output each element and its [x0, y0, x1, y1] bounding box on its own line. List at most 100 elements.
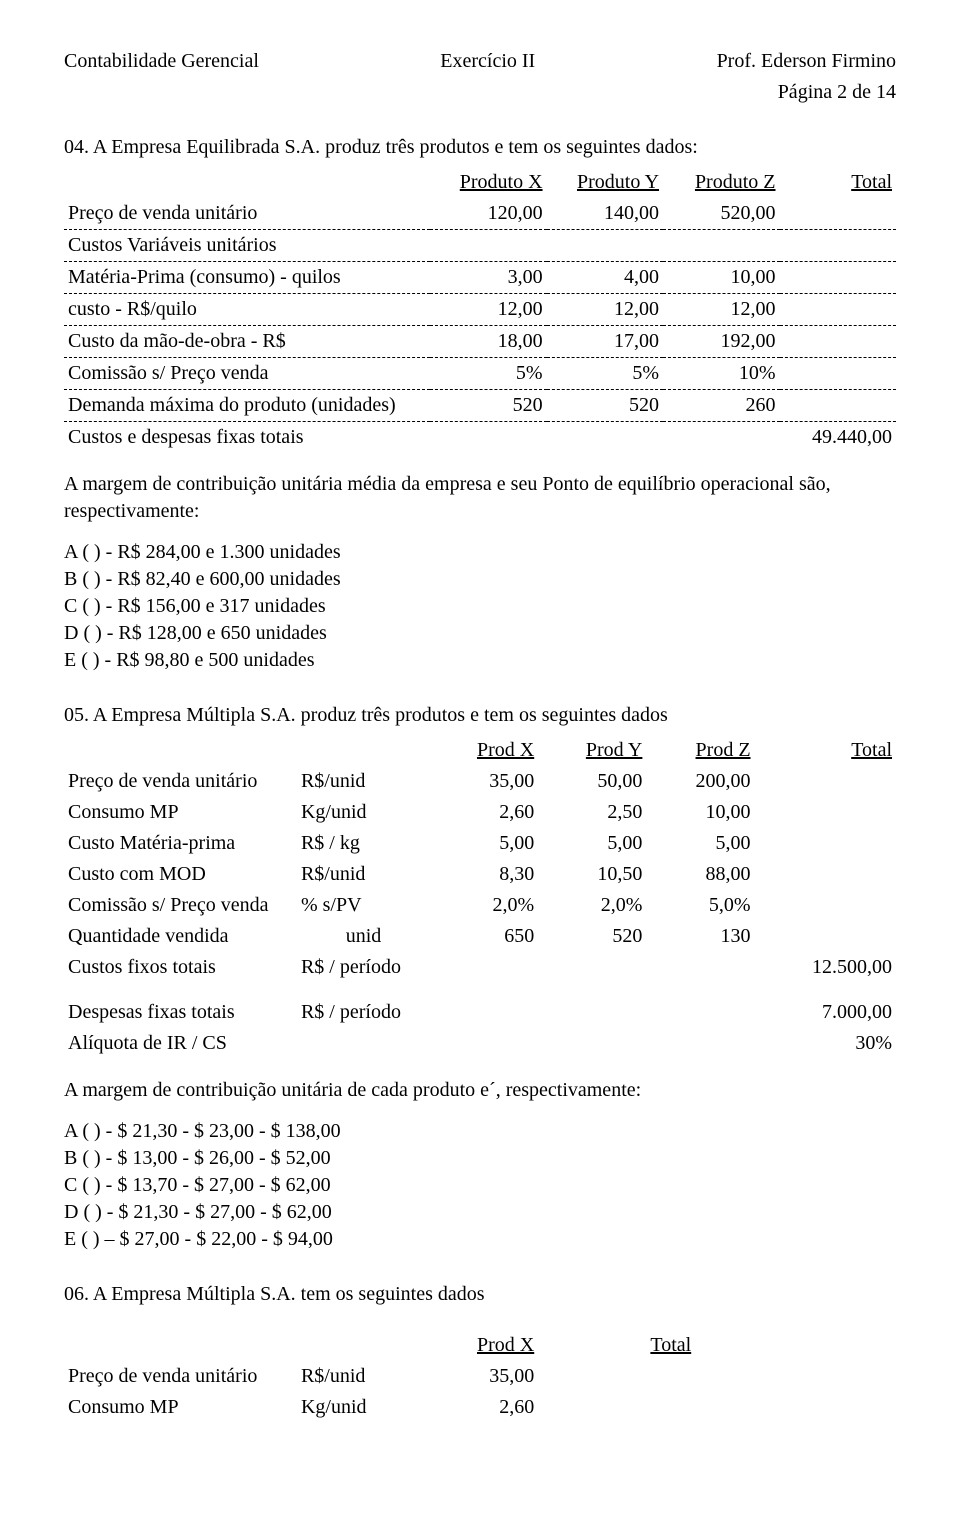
- table-cell: Kg/unid: [297, 1392, 430, 1423]
- table-cell: 520,00: [663, 198, 779, 230]
- table-cell: R$ / período: [297, 952, 430, 983]
- table-cell: 7.000,00: [755, 997, 896, 1028]
- table-cell: Demanda máxima do produto (unidades): [64, 390, 430, 422]
- q04-col-x: Produto X: [430, 167, 546, 198]
- table-cell: 120,00: [430, 198, 546, 230]
- header-left: Contabilidade Gerencial: [64, 48, 259, 75]
- table-cell: Custo da mão-de-obra - R$: [64, 326, 430, 358]
- table-cell: 2,60: [430, 1392, 538, 1423]
- table-cell: Preço de venda unitário: [64, 198, 430, 230]
- table-cell: 35,00: [430, 1361, 538, 1392]
- table-cell: 140,00: [547, 198, 663, 230]
- table-cell: 5%: [547, 358, 663, 390]
- table-cell: 10,00: [663, 262, 779, 294]
- table-cell: Preço de venda unitário: [64, 766, 297, 797]
- table-cell: Quantidade vendida: [64, 921, 297, 952]
- option-e: E ( ) - R$ 98,80 e 500 unidades: [64, 647, 896, 674]
- table-cell: 10%: [663, 358, 779, 390]
- table-cell: 260: [663, 390, 779, 422]
- q05-question: A margem de contribuição unitária de cad…: [64, 1077, 896, 1104]
- table-cell: Consumo MP: [64, 797, 297, 828]
- table-cell: [780, 198, 897, 230]
- table-cell: 5,0%: [646, 890, 754, 921]
- q04-col-z: Produto Z: [663, 167, 779, 198]
- table-cell: 520: [547, 390, 663, 422]
- table-cell: custo - R$/quilo: [64, 294, 430, 326]
- table-cell: Custo com MOD: [64, 859, 297, 890]
- option-b: B ( ) - R$ 82,40 e 600,00 unidades: [64, 566, 896, 593]
- option-c: C ( ) - $ 13,70 - $ 27,00 - $ 62,00: [64, 1172, 896, 1199]
- table-cell: 18,00: [430, 326, 546, 358]
- table-cell: 49.440,00: [780, 422, 897, 454]
- q05-col-y: Prod Y: [538, 735, 646, 766]
- table-cell: R$/unid: [297, 766, 430, 797]
- table-cell: Comissão s/ Preço venda: [64, 358, 430, 390]
- table-cell: 5,00: [646, 828, 754, 859]
- table-cell: 12,00: [663, 294, 779, 326]
- q05-title: 05. A Empresa Múltipla S.A. produz três …: [64, 702, 896, 729]
- table-cell: 10,00: [646, 797, 754, 828]
- option-e: E ( ) – $ 27,00 - $ 22,00 - $ 94,00: [64, 1226, 896, 1253]
- q04-col-total: Total: [780, 167, 897, 198]
- table-cell: R$/unid: [297, 1361, 430, 1392]
- table-cell: 650: [430, 921, 538, 952]
- q04-title: 04. A Empresa Equilibrada S.A. produz tr…: [64, 134, 896, 161]
- q06-col-total: Total: [646, 1330, 754, 1361]
- option-a: A ( ) - R$ 284,00 e 1.300 unidades: [64, 539, 896, 566]
- option-d: D ( ) - $ 21,30 - $ 27,00 - $ 62,00: [64, 1199, 896, 1226]
- q04-table: Produto X Produto Y Produto Z Total Preç…: [64, 167, 896, 453]
- table-cell: 88,00: [646, 859, 754, 890]
- table-cell: 2,0%: [538, 890, 646, 921]
- table-cell: Matéria-Prima (consumo) - quilos: [64, 262, 430, 294]
- table-cell: Comissão s/ Preço venda: [64, 890, 297, 921]
- page-number: Página 2 de 14: [64, 79, 896, 106]
- table-cell: Custos fixos totais: [64, 952, 297, 983]
- table-cell: 30%: [755, 1028, 896, 1059]
- option-a: A ( ) - $ 21,30 - $ 23,00 - $ 138,00: [64, 1118, 896, 1145]
- table-cell: Custos e despesas fixas totais: [64, 422, 430, 454]
- table-cell: 192,00: [663, 326, 779, 358]
- table-cell: R$ / kg: [297, 828, 430, 859]
- q05-col-x: Prod X: [430, 735, 538, 766]
- table-cell: 10,50: [538, 859, 646, 890]
- table-cell: 12,00: [547, 294, 663, 326]
- option-c: C ( ) - R$ 156,00 e 317 unidades: [64, 593, 896, 620]
- table-cell: 2,0%: [430, 890, 538, 921]
- table-cell: 520: [430, 390, 546, 422]
- table-cell: 35,00: [430, 766, 538, 797]
- q05-col-total: Total: [755, 735, 896, 766]
- q05-table: Prod X Prod Y Prod Z Total Preço de vend…: [64, 735, 896, 1059]
- table-cell: 520: [538, 921, 646, 952]
- table-cell: Kg/unid: [297, 797, 430, 828]
- q04-col-y: Produto Y: [547, 167, 663, 198]
- table-cell: 50,00: [538, 766, 646, 797]
- table-cell: R$/unid: [297, 859, 430, 890]
- table-cell: unid: [297, 921, 430, 952]
- header-center: Exercício II: [440, 48, 535, 75]
- page-header: Contabilidade Gerencial Exercício II Pro…: [64, 48, 896, 75]
- table-cell: 2,60: [430, 797, 538, 828]
- table-cell: Alíquota de IR / CS: [64, 1028, 297, 1059]
- table-cell: 12.500,00: [755, 952, 896, 983]
- q06-table: Prod X Total Preço de venda unitário R$/…: [64, 1330, 896, 1423]
- table-cell: 200,00: [646, 766, 754, 797]
- table-cell: 12,00: [430, 294, 546, 326]
- table-cell: % s/PV: [297, 890, 430, 921]
- header-right: Prof. Ederson Firmino: [717, 48, 896, 75]
- table-cell: 2,50: [538, 797, 646, 828]
- option-b: B ( ) - $ 13,00 - $ 26,00 - $ 52,00: [64, 1145, 896, 1172]
- table-cell: 5,00: [430, 828, 538, 859]
- table-cell: Custo Matéria-prima: [64, 828, 297, 859]
- table-cell: 5,00: [538, 828, 646, 859]
- table-cell: Consumo MP: [64, 1392, 297, 1423]
- table-cell: 130: [646, 921, 754, 952]
- q04-options: A ( ) - R$ 284,00 e 1.300 unidades B ( )…: [64, 539, 896, 674]
- table-cell: 8,30: [430, 859, 538, 890]
- table-cell: 5%: [430, 358, 546, 390]
- table-cell: R$ / período: [297, 997, 430, 1028]
- q04-question: A margem de contribuição unitária média …: [64, 471, 896, 525]
- table-cell: Despesas fixas totais: [64, 997, 297, 1028]
- table-cell: 17,00: [547, 326, 663, 358]
- table-cell: Custos Variáveis unitários: [64, 230, 430, 262]
- q05-options: A ( ) - $ 21,30 - $ 23,00 - $ 138,00 B (…: [64, 1118, 896, 1253]
